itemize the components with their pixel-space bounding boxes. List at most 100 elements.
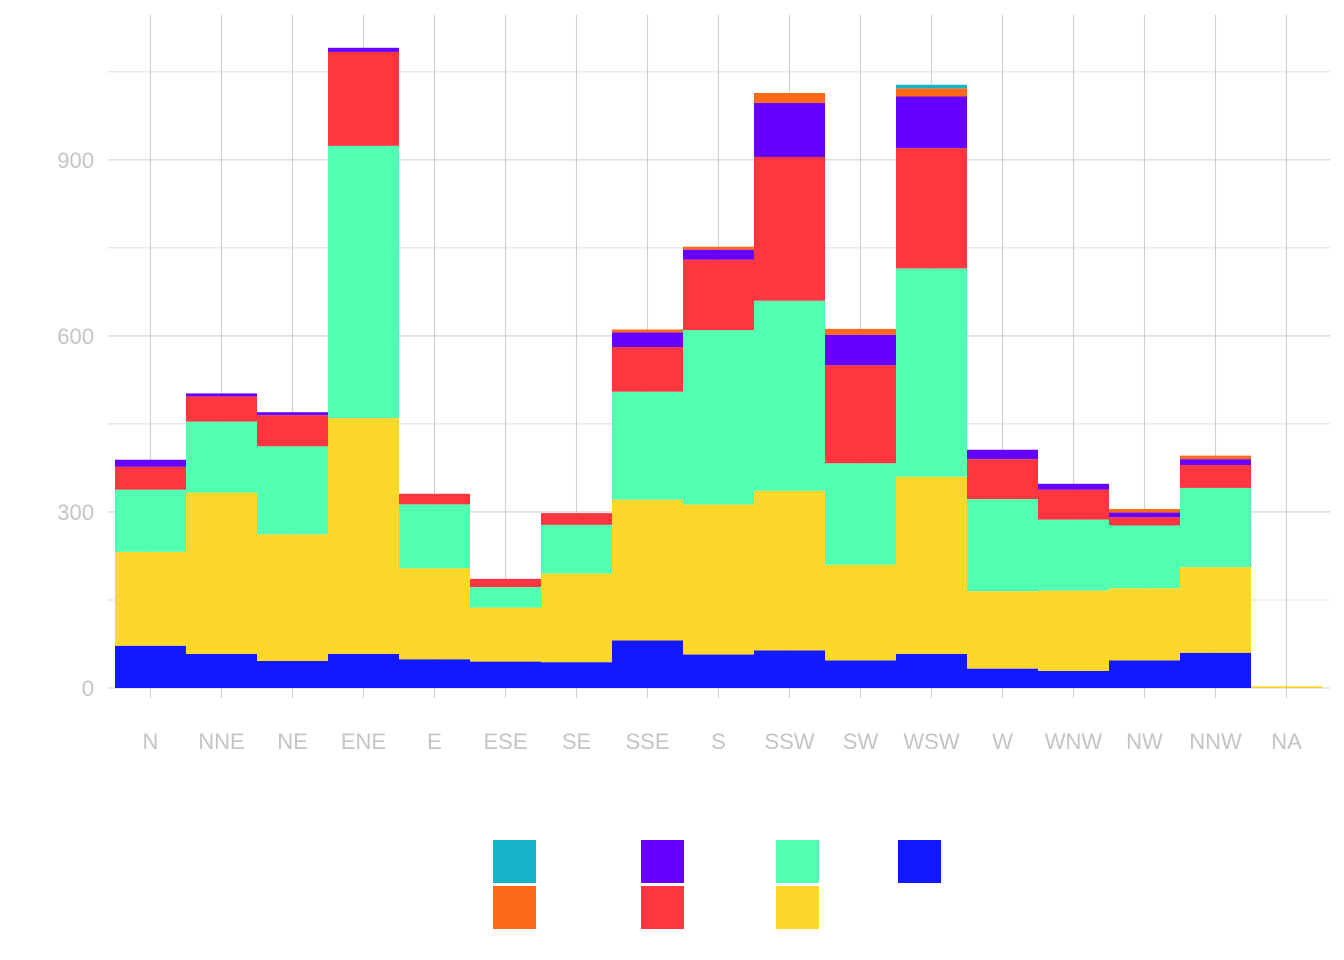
bar-segment-ne-s5 [257, 412, 328, 416]
bar-segment-w-s3 [967, 499, 1038, 592]
x-tick-label: W [992, 729, 1013, 754]
bar-segment-s-s3 [683, 330, 754, 505]
bar-segment-s-s4 [683, 259, 754, 331]
x-tick-label: NE [277, 729, 308, 754]
y-axis: 0 300 600 900 [57, 148, 94, 701]
bar-segment-n-s3 [115, 489, 186, 552]
bar-segment-ssw-s5 [754, 102, 825, 157]
bar-segment-ne-s2 [257, 534, 328, 662]
bar-segment-ssw-s2 [754, 490, 825, 651]
bar-segment-sw-s6 [825, 328, 896, 335]
bar-segment-nne-s5 [186, 393, 257, 397]
bar-segment-ssw-s6 [754, 92, 825, 103]
bar-segment-wnw-s3 [1038, 519, 1109, 591]
legend-key-s2 [776, 886, 819, 929]
bar-segment-ene-s4 [328, 51, 399, 146]
bar-segment-ene-s5 [328, 47, 399, 52]
bar-segment-nnw-s1 [1180, 652, 1251, 688]
y-tick-label: 0 [82, 676, 94, 701]
bar-segment-wnw-s5 [1038, 483, 1109, 490]
bar-segment-wnw-s4 [1038, 489, 1109, 520]
bar-segment-na-s2 [1251, 686, 1322, 688]
bar-segment-wsw-s7 [896, 84, 967, 89]
bar-segment-e-s4 [399, 493, 470, 505]
bar-segment-wsw-s5 [896, 96, 967, 149]
bar-segment-wsw-s1 [896, 653, 967, 688]
legend [493, 840, 941, 929]
bar-segment-sse-s4 [612, 347, 683, 392]
bar-segment-ese-s1 [470, 661, 541, 688]
bar-segment-nnw-s6 [1180, 455, 1251, 460]
bar-segment-nw-s6 [1109, 509, 1180, 513]
bar-segment-w-s2 [967, 591, 1038, 669]
x-tick-label: SSE [625, 729, 669, 754]
bar-segment-wsw-s4 [896, 148, 967, 269]
bar-segment-nw-s2 [1109, 588, 1180, 661]
bar-segment-s-s5 [683, 249, 754, 260]
bar-segment-s-s6 [683, 246, 754, 250]
bars [115, 47, 1322, 688]
x-tick-label: SW [843, 729, 879, 754]
x-tick-label: SSW [764, 729, 814, 754]
bar-segment-nw-s1 [1109, 660, 1180, 688]
bar-segment-wnw-s2 [1038, 590, 1109, 671]
bar-segment-se-s1 [541, 662, 612, 688]
bar-segment-sw-s1 [825, 660, 896, 688]
bar-segment-nw-s4 [1109, 517, 1180, 526]
bar-segment-nw-s5 [1109, 512, 1180, 518]
bar-segment-nne-s2 [186, 492, 257, 654]
x-tick-label: ENE [341, 729, 386, 754]
bar-segment-nne-s3 [186, 421, 257, 493]
bar-segment-w-s5 [967, 449, 1038, 460]
bar-segment-se-s2 [541, 573, 612, 663]
x-tick-label: SE [562, 729, 591, 754]
x-tick-label: NNW [1189, 729, 1242, 754]
bar-segment-wsw-s2 [896, 476, 967, 654]
x-axis: N NNE NE ENE E ESE SE SSE S SSW SW WSW W WNW NW NNW NA [143, 729, 1303, 754]
bar-segment-ne-s4 [257, 415, 328, 447]
bar-segment-ssw-s1 [754, 650, 825, 688]
bar-segment-e-s2 [399, 568, 470, 660]
x-tick-label: NA [1271, 729, 1302, 754]
bar-segment-w-s1 [967, 668, 1038, 688]
bar-segment-e-s1 [399, 659, 470, 688]
bar-segment-sw-s4 [825, 365, 896, 464]
x-tick-label: WSW [903, 729, 959, 754]
bar-segment-ne-s3 [257, 446, 328, 535]
y-tick-label: 900 [57, 148, 94, 173]
x-tick-label: WNW [1045, 729, 1103, 754]
bar-segment-ssw-s3 [754, 300, 825, 491]
bar-segment-sw-s2 [825, 564, 896, 661]
bar-segment-wnw-s1 [1038, 670, 1109, 688]
bar-segment-sse-s6 [612, 329, 683, 333]
bar-segment-nne-s1 [186, 653, 257, 688]
bar-segment-s-s2 [683, 504, 754, 655]
bar-segment-wsw-s3 [896, 268, 967, 477]
bar-segment-se-s3 [541, 524, 612, 574]
y-tick-label: 300 [57, 500, 94, 525]
bar-segment-sse-s3 [612, 391, 683, 500]
bar-segment-sw-s3 [825, 463, 896, 565]
legend-key-s1 [898, 840, 941, 883]
legend-key-s6 [493, 886, 536, 929]
bar-segment-sse-s1 [612, 640, 683, 688]
bar-segment-nnw-s5 [1180, 459, 1251, 466]
legend-key-s5 [641, 840, 684, 883]
bar-segment-nnw-s2 [1180, 567, 1251, 653]
y-tick-label: 600 [57, 324, 94, 349]
bar-segment-n-s4 [115, 466, 186, 490]
x-tick-label: E [427, 729, 442, 754]
legend-key-s3 [776, 840, 819, 883]
x-tick-label: NNE [198, 729, 244, 754]
bar-segment-s-s1 [683, 654, 754, 688]
legend-key-s7 [493, 840, 536, 883]
x-tick-label: NW [1126, 729, 1163, 754]
x-tick-label: ESE [483, 729, 527, 754]
x-tick-label: S [711, 729, 726, 754]
bar-segment-n-s5 [115, 459, 186, 467]
x-tick-label: N [143, 729, 159, 754]
bar-segment-ene-s3 [328, 145, 399, 419]
bar-segment-nnw-s3 [1180, 487, 1251, 568]
bar-segment-se-s4 [541, 513, 612, 525]
